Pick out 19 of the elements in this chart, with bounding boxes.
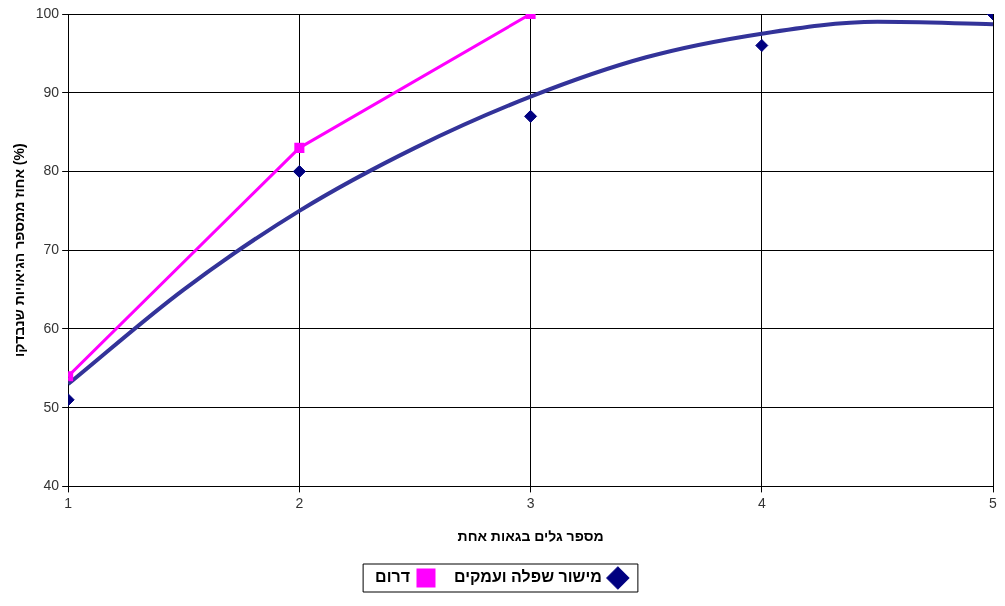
y-tick-label: 60 [43, 319, 60, 336]
x-tick-label: 4 [757, 494, 766, 511]
point [292, 164, 306, 178]
point [755, 38, 769, 52]
x-tick-label: 2 [295, 494, 304, 511]
x-axis-title: מספר גלים בגאות אחת [457, 528, 604, 545]
y-tick-label: 100 [35, 4, 60, 21]
y-tick-label: 70 [43, 241, 60, 258]
x-tick-label: 5 [989, 494, 998, 511]
y-tick-label: 90 [43, 83, 60, 100]
y-tick-label: 40 [43, 477, 60, 494]
y-tick-label: 80 [43, 162, 60, 179]
y-axis-title: אחוז ממספר הגיאויות שנבדקו (%) [11, 143, 28, 358]
x-tick-label: 3 [526, 494, 535, 511]
x-tick-label: 1 [64, 494, 73, 511]
legend-label: דרום [375, 568, 410, 586]
legend-label: מישור שפלה ועמקים [454, 568, 602, 586]
y-tick-label: 50 [43, 398, 60, 415]
point [524, 109, 538, 123]
